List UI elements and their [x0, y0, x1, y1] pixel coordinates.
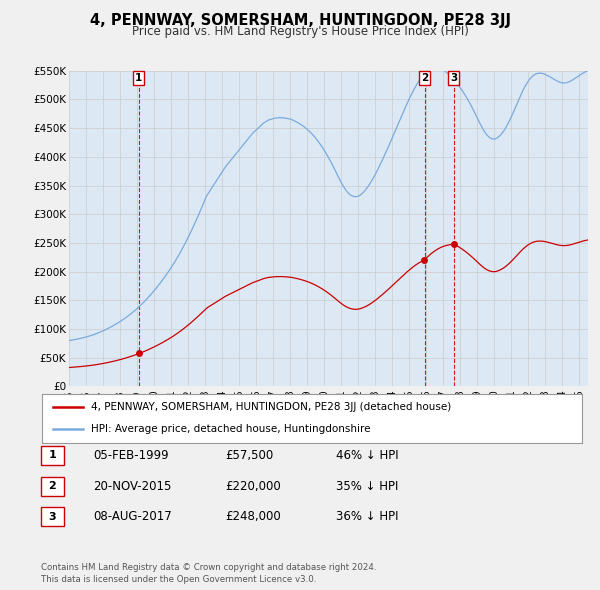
Text: 46% ↓ HPI: 46% ↓ HPI — [336, 449, 398, 462]
Text: 3: 3 — [450, 73, 457, 83]
Text: This data is licensed under the Open Government Licence v3.0.: This data is licensed under the Open Gov… — [41, 575, 316, 584]
Text: 20-NOV-2015: 20-NOV-2015 — [93, 480, 172, 493]
Text: 1: 1 — [49, 451, 56, 460]
Text: £57,500: £57,500 — [225, 449, 273, 462]
Text: £220,000: £220,000 — [225, 480, 281, 493]
Text: 1: 1 — [135, 73, 142, 83]
Text: 3: 3 — [49, 512, 56, 522]
Text: £248,000: £248,000 — [225, 510, 281, 523]
Text: 35% ↓ HPI: 35% ↓ HPI — [336, 480, 398, 493]
Text: 2: 2 — [421, 73, 428, 83]
Text: 4, PENNWAY, SOMERSHAM, HUNTINGDON, PE28 3JJ: 4, PENNWAY, SOMERSHAM, HUNTINGDON, PE28 … — [89, 13, 511, 28]
Text: Price paid vs. HM Land Registry's House Price Index (HPI): Price paid vs. HM Land Registry's House … — [131, 25, 469, 38]
Text: 2: 2 — [49, 481, 56, 491]
Text: 05-FEB-1999: 05-FEB-1999 — [93, 449, 169, 462]
Text: 08-AUG-2017: 08-AUG-2017 — [93, 510, 172, 523]
Text: Contains HM Land Registry data © Crown copyright and database right 2024.: Contains HM Land Registry data © Crown c… — [41, 563, 376, 572]
Text: 4, PENNWAY, SOMERSHAM, HUNTINGDON, PE28 3JJ (detached house): 4, PENNWAY, SOMERSHAM, HUNTINGDON, PE28 … — [91, 402, 451, 412]
Text: 36% ↓ HPI: 36% ↓ HPI — [336, 510, 398, 523]
Text: HPI: Average price, detached house, Huntingdonshire: HPI: Average price, detached house, Hunt… — [91, 424, 370, 434]
